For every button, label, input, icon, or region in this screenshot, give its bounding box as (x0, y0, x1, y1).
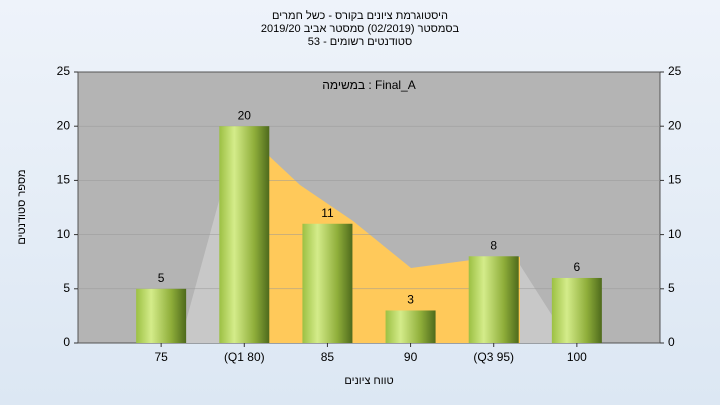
y-axis-label: מספר סטודנטים (16, 169, 28, 244)
x-tick-label: 100 (567, 350, 587, 364)
bar (468, 256, 519, 343)
value-label: 8 (490, 238, 497, 252)
value-label: 5 (158, 271, 165, 285)
y2-tick-label: 20 (668, 118, 682, 132)
y-tick-label: 5 (63, 281, 70, 295)
bar (551, 277, 602, 343)
y2-tick-label: 25 (668, 64, 682, 78)
value-label: 3 (407, 293, 414, 307)
x-tick-label: 75 (154, 350, 168, 364)
bar (136, 288, 187, 343)
y2-tick-label: 10 (668, 227, 682, 241)
x-tick-label: (Q1 80) (224, 350, 265, 364)
area-decor (520, 265, 555, 343)
y2-tick-label: 5 (668, 281, 675, 295)
y-tick-label: 25 (57, 64, 71, 78)
x-tick-label: 90 (404, 350, 418, 364)
y-tick-label: 20 (57, 118, 71, 132)
annotation: במשימה : Final_A (322, 78, 416, 92)
y2-tick-label: 15 (668, 173, 682, 187)
bar (219, 126, 270, 343)
x-axis-label: טווח ציונים (344, 375, 393, 387)
chart-subtitle: סטודנטים רשומים - 53 (308, 36, 412, 48)
value-label: 6 (574, 260, 581, 274)
value-label: 11 (321, 206, 334, 220)
chart-title: היסטוגרמת ציונים בקורס - כשל חמרים (272, 9, 448, 22)
y2-tick-label: 0 (668, 335, 675, 349)
bar (385, 310, 436, 343)
x-tick-label: 85 (321, 350, 335, 364)
y-tick-label: 15 (57, 173, 71, 187)
chart-subtitle: בסמסטר (02/2019) סמסטר אביב 2019/20 (261, 23, 460, 35)
value-label: 20 (238, 108, 252, 122)
bar (302, 223, 353, 343)
y-tick-label: 10 (57, 227, 71, 241)
x-tick-label: (Q3 95) (473, 350, 514, 364)
y-tick-label: 0 (63, 335, 70, 349)
